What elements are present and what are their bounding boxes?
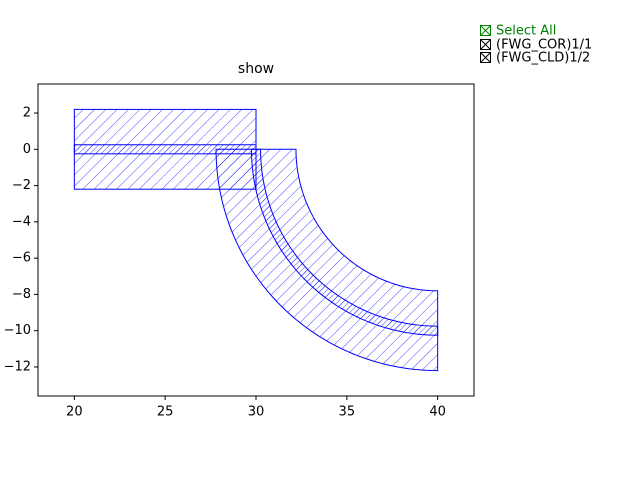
x-tick-label: 25 [157,405,174,420]
x-tick-label: 40 [429,405,446,420]
x-tick-label: 30 [248,405,265,420]
checkbox[interactable] [480,25,491,36]
select-all-checkbox[interactable]: Select All [480,24,557,39]
y-tick-label: −12 [4,359,31,374]
legend-label[interactable]: (FWG_COR)1/1 [496,38,592,53]
legend: Select All (FWG_COR)1/1 (FWG_CLD)1/2 [480,24,593,66]
waveguide-rect [73,144,257,155]
layer-checkbox[interactable]: (FWG_COR)1/1 [480,38,593,53]
waveguide-bend [250,148,439,336]
y-tick-label: 0 [23,142,31,157]
x-tick-label: 35 [339,405,356,420]
x-tick-label: 20 [66,405,83,420]
legend-label[interactable]: (FWG_CLD)1/2 [496,51,590,66]
chart-title: show [238,61,274,77]
checkbox-cross [480,25,491,36]
checkbox-cross [480,39,491,50]
checkbox-cross [480,52,491,63]
y-tick-label: 2 [23,106,31,121]
layer-checkbox[interactable]: (FWG_CLD)1/2 [480,51,591,66]
legend-label[interactable]: Select All [496,24,556,39]
y-tick-label: −2 [12,178,31,193]
y-tick-label: −10 [4,323,31,338]
y-tick-label: −8 [12,287,31,302]
waveguide-bend [215,148,439,372]
y-tick-label: −4 [12,214,31,229]
y-tick-label: −6 [12,251,31,266]
checkbox[interactable] [480,39,491,50]
checkbox[interactable] [480,52,491,63]
